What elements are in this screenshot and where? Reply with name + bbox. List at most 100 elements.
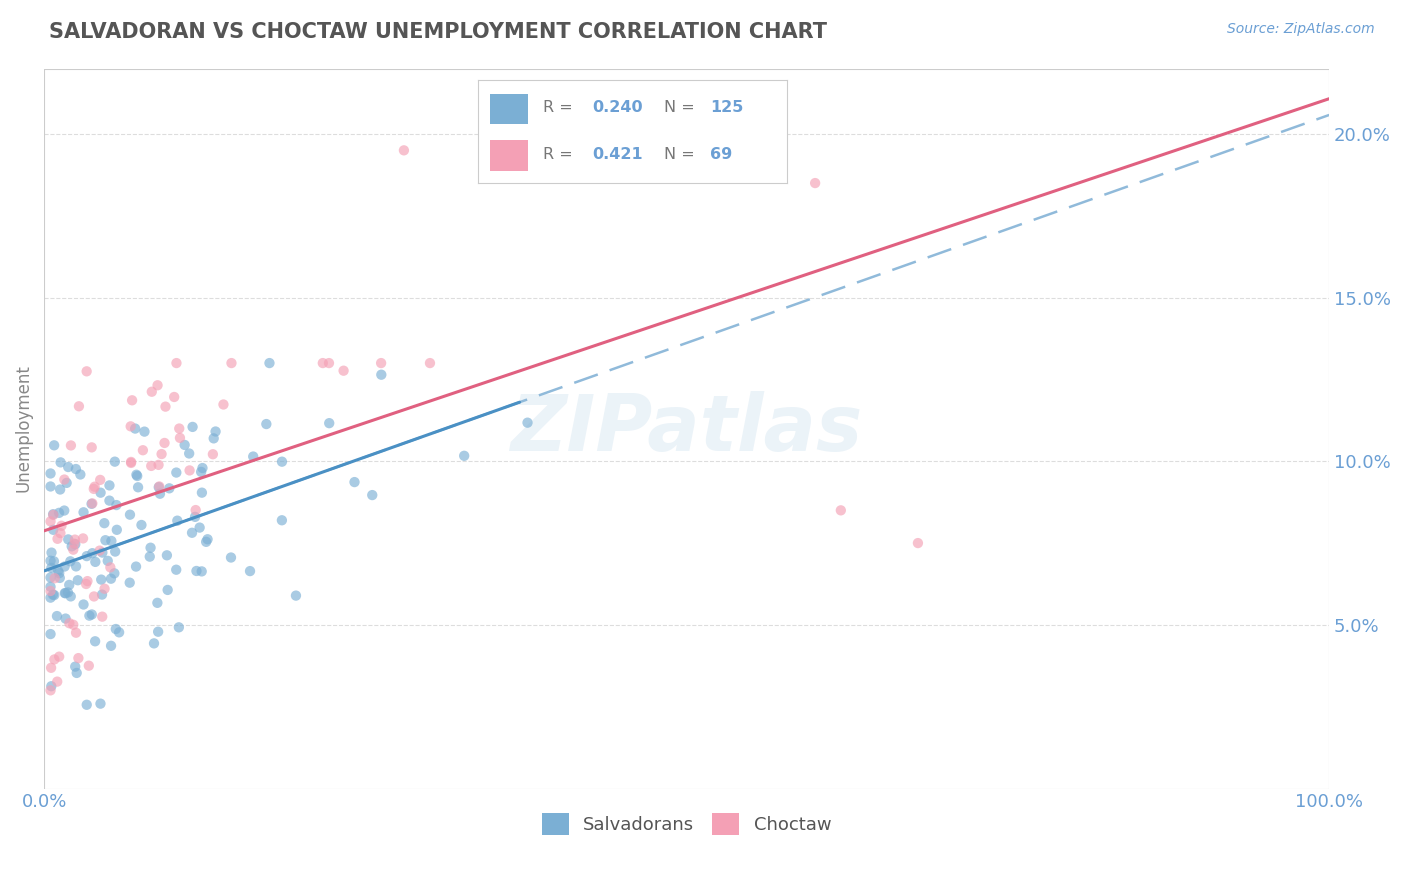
Point	[80, 497, 103, 511]
Point	[42, 588, 65, 602]
Point	[67, 651, 90, 665]
Point	[190, 565, 212, 579]
Point	[83, 480, 105, 494]
Point	[56, 585, 79, 599]
Point	[370, 368, 392, 382]
Text: Source: ZipAtlas.com: Source: ZipAtlas.com	[1227, 22, 1375, 37]
Point	[127, 480, 149, 494]
Point	[318, 416, 340, 430]
Point	[284, 589, 307, 603]
Point	[104, 455, 127, 469]
Point	[65, 537, 87, 551]
Point	[66, 573, 89, 587]
Point	[270, 513, 292, 527]
Point	[58, 533, 80, 547]
Point	[82, 546, 104, 560]
Point	[370, 356, 392, 370]
Point	[361, 488, 384, 502]
Point	[39, 515, 62, 529]
Point	[146, 596, 169, 610]
Point	[637, 160, 659, 174]
Point	[84, 555, 107, 569]
Point	[39, 580, 62, 594]
Point	[343, 475, 366, 489]
Point	[179, 463, 201, 477]
Point	[124, 421, 146, 435]
Point	[89, 543, 111, 558]
Point	[148, 480, 170, 494]
Point	[184, 509, 207, 524]
Point	[201, 447, 224, 461]
Point	[42, 508, 65, 522]
Point	[72, 532, 94, 546]
Point	[89, 697, 111, 711]
Point	[392, 144, 415, 158]
Point	[219, 550, 242, 565]
Point	[98, 560, 121, 574]
Text: 69: 69	[710, 146, 733, 161]
Point	[141, 458, 163, 473]
Point	[39, 584, 62, 599]
Point	[62, 617, 84, 632]
Point	[188, 520, 211, 534]
Point	[72, 598, 94, 612]
Point	[120, 419, 142, 434]
Text: N =: N =	[664, 146, 700, 161]
Point	[67, 399, 90, 413]
Point	[254, 417, 277, 431]
Point	[39, 683, 62, 698]
Point	[46, 609, 69, 624]
Point	[166, 514, 188, 528]
Point	[41, 561, 63, 575]
Point	[80, 441, 103, 455]
Point	[98, 478, 121, 492]
Point	[58, 616, 80, 631]
Point	[46, 564, 69, 578]
Legend: Salvadorans, Choctaw: Salvadorans, Choctaw	[533, 805, 841, 845]
Point	[148, 479, 170, 493]
Point	[53, 473, 76, 487]
Point	[63, 533, 86, 547]
Point	[98, 493, 121, 508]
Point	[105, 523, 128, 537]
Point	[91, 588, 114, 602]
Text: R =: R =	[543, 146, 578, 161]
Point	[190, 465, 212, 479]
Point	[141, 384, 163, 399]
Point	[39, 591, 62, 605]
Point	[93, 582, 115, 596]
Text: ZIPatlas: ZIPatlas	[510, 391, 863, 467]
Text: R =: R =	[543, 101, 578, 115]
Point	[93, 516, 115, 531]
Point	[167, 421, 190, 435]
Point	[181, 525, 204, 540]
Point	[121, 393, 143, 408]
Point	[76, 574, 98, 588]
Point	[191, 485, 214, 500]
Point	[76, 549, 98, 563]
Point	[100, 572, 122, 586]
Point	[186, 564, 208, 578]
Point	[212, 397, 235, 411]
Point	[118, 508, 141, 522]
Point	[221, 356, 243, 370]
Text: SALVADORAN VS CHOCTAW UNEMPLOYMENT CORRELATION CHART: SALVADORAN VS CHOCTAW UNEMPLOYMENT CORRE…	[49, 22, 827, 42]
Point	[39, 661, 62, 675]
Point	[120, 456, 142, 470]
Point	[76, 364, 98, 378]
Point	[51, 518, 73, 533]
Point	[157, 481, 180, 495]
Point	[118, 575, 141, 590]
Point	[39, 679, 62, 693]
Point	[143, 636, 166, 650]
Point	[59, 554, 82, 568]
Point	[104, 622, 127, 636]
Point	[146, 624, 169, 639]
Point	[100, 639, 122, 653]
Point	[42, 554, 65, 568]
Point	[44, 571, 66, 585]
Point	[48, 649, 70, 664]
Point	[76, 698, 98, 712]
Point	[271, 455, 294, 469]
Point	[49, 571, 72, 585]
